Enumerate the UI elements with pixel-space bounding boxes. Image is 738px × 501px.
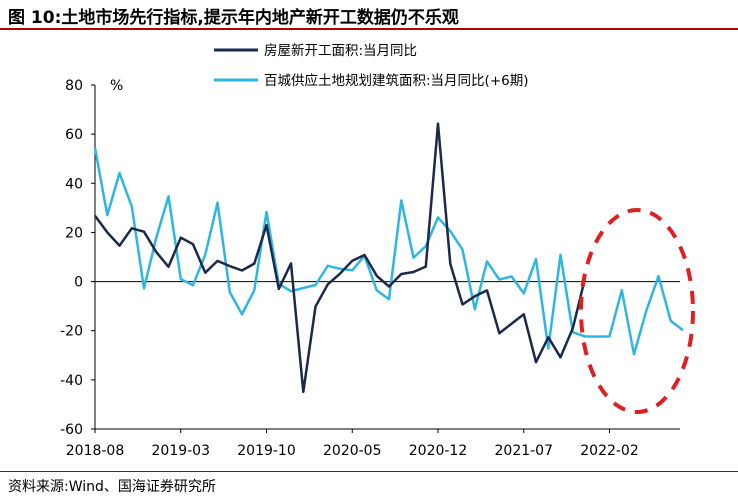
x-tick-label: 2019-10	[237, 443, 296, 459]
title-divider	[0, 28, 738, 30]
y-tick-label: -60	[60, 422, 83, 438]
y-tick-label: 40	[65, 176, 83, 192]
legend-label-2: 百城供应土地规划建筑面积:当月同比(+6期)	[264, 72, 528, 89]
y-tick-label: 0	[74, 275, 83, 291]
chart-area: -60 -40 -20 0 20 40 60 80% 2018-08 2019-03 2019-10…	[0, 30, 738, 468]
series-layer	[93, 122, 684, 394]
legend-label-1: 房屋新开工面积:当月同比	[264, 43, 417, 59]
y-tick-label: 60	[65, 127, 83, 143]
series-line-1	[93, 122, 587, 394]
highlight-ellipse	[579, 208, 695, 414]
axes-layer: -60 -40 -20 0 20 40 60 80 % 2018-08 2019-03 2019-10…	[60, 78, 680, 459]
x-tick-label: 2022-02	[580, 443, 639, 459]
source-note: 资料来源:Wind、国海证券研究所	[8, 479, 216, 495]
y-tick-label: 20	[65, 225, 83, 241]
line-chart: -60 -40 -20 0 20 40 60 80 % 2018-08 2019-03 2019-10…	[60, 43, 695, 459]
annotation-layer	[579, 208, 695, 414]
y-tick-label: 80	[65, 78, 83, 94]
y-tick-label: -40	[60, 373, 83, 389]
series-line-2	[93, 147, 684, 356]
y-axis-unit: %	[110, 78, 123, 94]
y-tick-label: -20	[60, 324, 83, 340]
x-tick-label: 2019-03	[152, 443, 211, 459]
x-tick-label: 2021-07	[495, 443, 554, 459]
x-tick-label: 2020-05	[323, 443, 382, 459]
source-divider	[0, 471, 738, 472]
x-tick-label: 2020-12	[409, 443, 468, 459]
title-bar: 图 10:土地市场先行指标,提示年内地产新开工数据仍不乐观	[0, 0, 738, 28]
x-tick-label: 2018-08	[66, 443, 125, 459]
chart-title: 图 10:土地市场先行指标,提示年内地产新开工数据仍不乐观	[8, 8, 459, 28]
